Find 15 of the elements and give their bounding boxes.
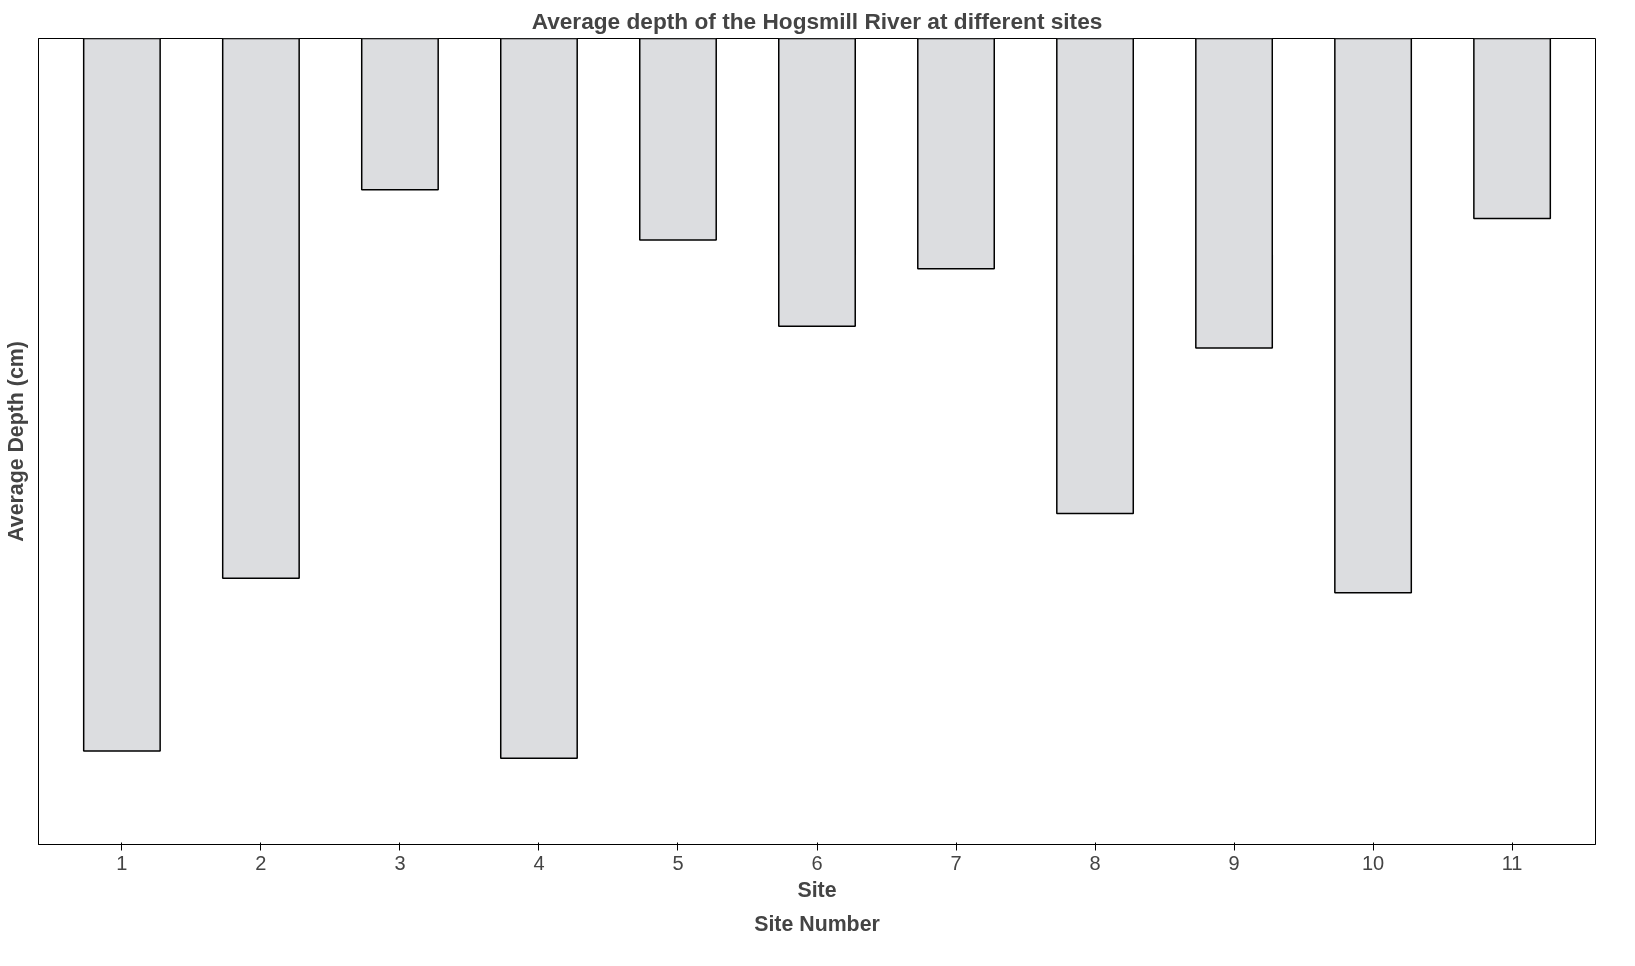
x-tick-label: 6 bbox=[811, 851, 823, 874]
text: Site Number bbox=[754, 911, 880, 936]
x-tick-label: 5 bbox=[672, 851, 684, 874]
x-tick-label: 7 bbox=[950, 851, 962, 874]
x-tick-label: 3 bbox=[394, 851, 406, 874]
x-tick-label: 9 bbox=[1228, 851, 1240, 874]
x-tick-label: 4 bbox=[533, 851, 545, 874]
x-tick-label: 2 bbox=[255, 851, 267, 874]
y-axis-title: Average Depth (cm) bbox=[3, 341, 28, 542]
x-axis-title: Site bbox=[797, 877, 837, 902]
x-tick-label: 1 bbox=[116, 851, 128, 874]
chart-title: Average depth of the Hogsmill River at different sites bbox=[531, 7, 1103, 34]
x-tick-label: 11 bbox=[1501, 851, 1523, 874]
x-tick-label: 8 bbox=[1089, 851, 1101, 874]
x-tick-label: 10 bbox=[1361, 851, 1385, 874]
